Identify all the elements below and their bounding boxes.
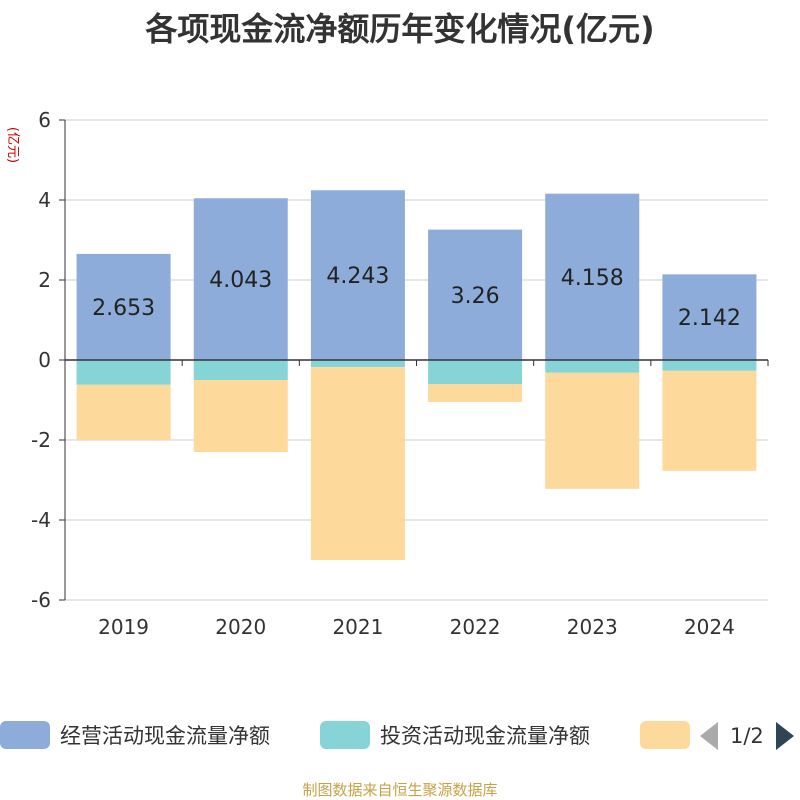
legend-swatch-third bbox=[640, 721, 690, 749]
data-label: 3.26 bbox=[451, 284, 500, 309]
grid-lines bbox=[65, 119, 768, 601]
y-tick-label: -6 bbox=[31, 588, 51, 612]
legend-label-investing: 投资活动现金流量净额 bbox=[380, 724, 590, 748]
legend-pager: 1/2 bbox=[700, 721, 794, 751]
bar-2021-series-1[interactable] bbox=[310, 360, 405, 368]
bar-2023-series-1[interactable] bbox=[545, 360, 640, 373]
legend: 经营活动现金流量净额 投资活动现金流量净额 1/2 bbox=[0, 715, 800, 755]
data-label: 4.043 bbox=[209, 268, 272, 293]
legend-item-investing[interactable]: 投资活动现金流量净额 bbox=[320, 720, 590, 750]
bar-2022-series-1[interactable] bbox=[428, 360, 523, 384]
x-tick-label: 2024 bbox=[684, 615, 735, 639]
bar-2020-series-0[interactable] bbox=[193, 198, 288, 360]
x-tick-label: 2020 bbox=[215, 615, 266, 639]
x-tick-label: 2022 bbox=[450, 615, 501, 639]
bar-series bbox=[76, 190, 757, 560]
y-tick-label: 0 bbox=[38, 348, 51, 372]
data-label: 2.142 bbox=[678, 306, 741, 331]
data-label: 4.158 bbox=[561, 266, 624, 291]
bar-2024-series-1[interactable] bbox=[662, 360, 757, 371]
y-tick-label: 2 bbox=[38, 268, 51, 292]
y-tick-label: -4 bbox=[31, 508, 51, 532]
bar-2021-series-0[interactable] bbox=[310, 190, 405, 360]
bar-2022-series-0[interactable] bbox=[428, 229, 523, 360]
y-axis-label: (亿元) bbox=[5, 127, 20, 163]
legend-swatch-investing bbox=[320, 721, 370, 749]
bar-2023-series-0[interactable] bbox=[545, 193, 640, 360]
legend-label-operating: 经营活动现金流量净额 bbox=[60, 724, 270, 748]
source-note: 制图数据来自恒生聚源数据库 bbox=[302, 781, 498, 799]
bar-2020-series-2[interactable] bbox=[193, 380, 288, 452]
data-label: 2.653 bbox=[92, 296, 155, 321]
bar-2021-series-2[interactable] bbox=[310, 367, 405, 560]
bar-2022-series-2[interactable] bbox=[428, 384, 523, 402]
bar-2023-series-2[interactable] bbox=[545, 372, 640, 489]
cash-flow-bar-chart: -6 -4 -2 0 2 4 6 2019 2020 2021 2022 2023 2024 2.653… bbox=[5, 108, 769, 639]
x-tick-label: 2019 bbox=[98, 615, 149, 639]
legend-item-operating[interactable]: 经营活动现金流量净额 bbox=[0, 720, 270, 750]
data-labels: 2.653 4.043 4.243 3.26 4.158 2.142 bbox=[92, 264, 741, 331]
x-tick-label: 2021 bbox=[332, 615, 383, 639]
y-tick-label: -2 bbox=[31, 428, 51, 452]
bar-2019-series-1[interactable] bbox=[76, 360, 171, 385]
x-tick-label: 2023 bbox=[567, 615, 618, 639]
prev-page-icon[interactable] bbox=[700, 722, 718, 750]
bar-2024-series-2[interactable] bbox=[662, 370, 757, 471]
legend-item-third[interactable] bbox=[640, 720, 700, 750]
legend-swatch-operating bbox=[0, 721, 50, 749]
y-tick-label: 6 bbox=[38, 108, 51, 132]
chart-title: 各项现金流净额历年变化情况(亿元) bbox=[145, 10, 655, 48]
axes: -6 -4 -2 0 2 4 6 2019 2020 2021 2022 2023 2024 bbox=[31, 108, 769, 639]
bar-2020-series-1[interactable] bbox=[193, 360, 288, 380]
data-label: 4.243 bbox=[326, 264, 389, 289]
bar-2019-series-2[interactable] bbox=[76, 384, 171, 440]
y-tick-label: 4 bbox=[38, 188, 51, 212]
legend-page-indicator: 1/2 bbox=[730, 724, 764, 748]
next-page-icon[interactable] bbox=[775, 722, 794, 750]
bar-2019-series-0[interactable] bbox=[76, 253, 171, 360]
bar-2024-series-0[interactable] bbox=[662, 274, 757, 360]
